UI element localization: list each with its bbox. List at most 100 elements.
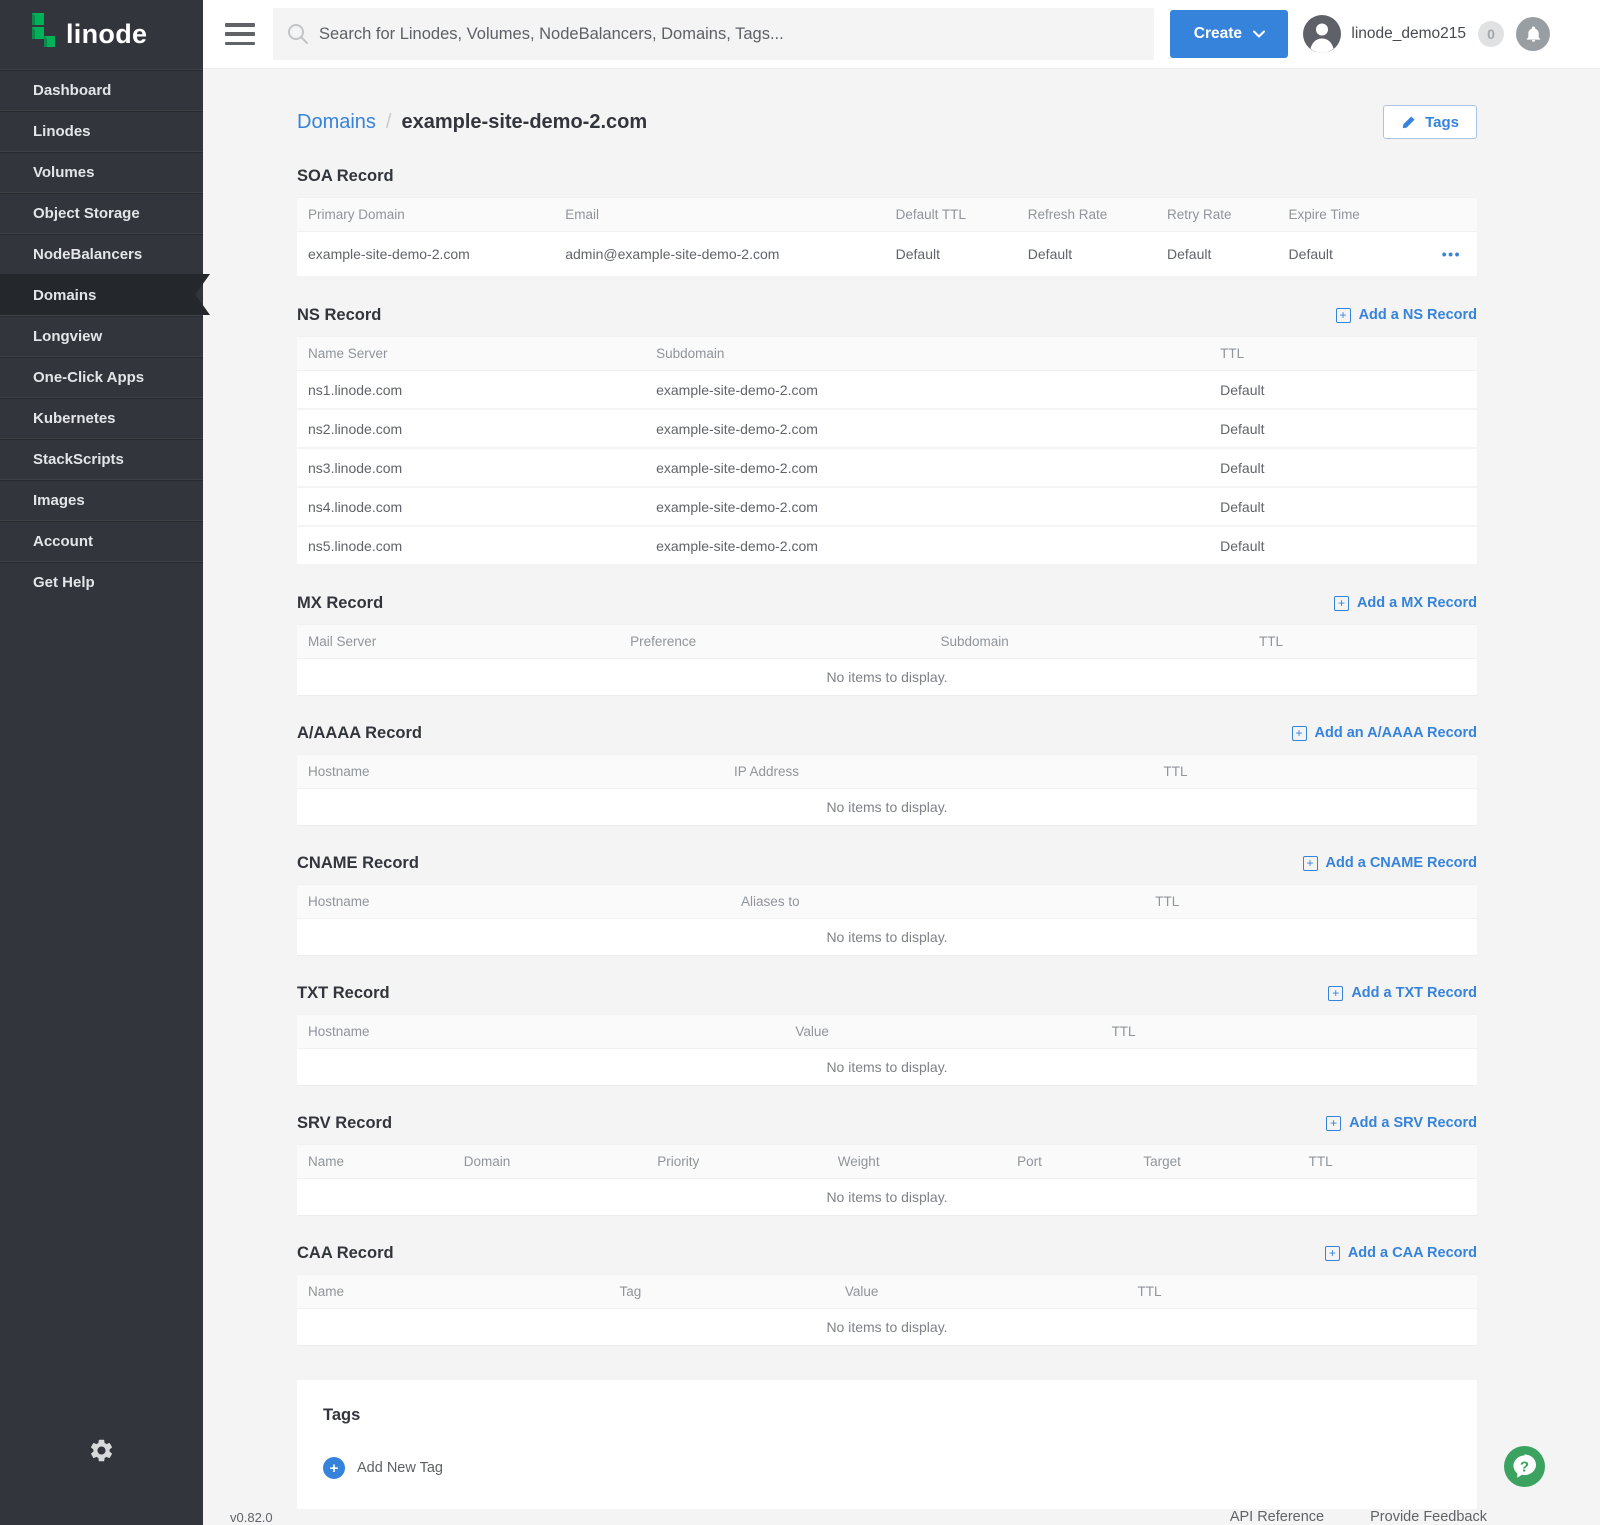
add-txt-record-link[interactable]: + Add a TXT Record [1328,985,1477,1001]
tags-button-label: Tags [1425,113,1459,131]
sidebar-item-label: Account [33,532,93,550]
sidebar-item-longview[interactable]: Longview [0,315,203,356]
sidebar-item-stackscripts[interactable]: StackScripts [0,438,203,479]
page-header: Domains / example-site-demo-2.com Tags [297,103,1477,141]
section-title: A/AAAA Record [297,723,422,742]
search-icon [286,22,310,46]
column-header: Tag [619,1284,642,1299]
plus-box-icon: + [1333,595,1349,611]
sidebar-item-domains[interactable]: Domains [0,274,203,315]
column-header: Refresh Rate [1027,207,1108,222]
column-header: Aliases to [741,894,800,909]
cname-record-section: CNAME Record + Add a CNAME Record Hostna… [297,852,1477,956]
notifications-button[interactable] [1516,17,1550,51]
sidebar-item-one-click-apps[interactable]: One-Click Apps [0,356,203,397]
add-link-label: Add a NS Record [1358,307,1477,323]
pencil-icon [1401,115,1416,130]
table-cell: example-site-demo-2.com [656,459,818,476]
add-new-tag-button[interactable]: + Add New Tag [323,1457,443,1479]
table-header-row: Primary Domain Email Default TTL Refresh… [297,197,1477,232]
column-header: Domain [463,1154,511,1169]
table-cell: ns5.linode.com [308,537,403,554]
plus-box-icon: + [1335,307,1351,323]
create-button[interactable]: Create [1170,10,1289,58]
tags-button[interactable]: Tags [1383,105,1477,139]
sidebar-item-linodes[interactable]: Linodes [0,110,203,151]
sidebar-item-volumes[interactable]: Volumes [0,151,203,192]
table-cell: admin@example-site-demo-2.com [565,246,780,262]
column-header: Email [565,207,599,222]
provide-feedback-link[interactable]: Provide Feedback [1370,1509,1487,1525]
breadcrumb-domains-link[interactable]: Domains [297,110,376,133]
column-header: Name [308,1154,345,1169]
column-header: Value [795,1024,829,1039]
chevron-down-icon [1253,30,1265,38]
plus-box-icon: + [1324,1245,1340,1261]
table-header-row: Name Tag Value TTL [297,1274,1477,1309]
linode-logo[interactable]: linode [0,0,203,69]
caa-record-section: CAA Record + Add a CAA Record Name Tag V… [297,1242,1477,1346]
notification-count-badge: 0 [1478,21,1504,47]
column-header: Primary Domain [308,207,405,222]
sidebar-item-dashboard[interactable]: Dashboard [0,69,203,110]
add-srv-record-link[interactable]: + Add a SRV Record [1326,1115,1477,1131]
add-link-label: Add a MX Record [1356,595,1477,611]
settings-gear-button[interactable] [87,1437,117,1467]
a-aaaa-table: Hostname IP Address TTL No items to disp… [297,754,1477,826]
sidebar-item-get-help[interactable]: Get Help [0,561,203,602]
hamburger-menu-button[interactable] [225,23,255,45]
search-input[interactable] [319,8,1155,60]
sidebar-item-object-storage[interactable]: Object Storage [0,192,203,233]
a-aaaa-record-section: A/AAAA Record + Add an A/AAAA Record Hos… [297,722,1477,826]
column-header: Mail Server [308,634,377,649]
table-cell: ns1.linode.com [308,381,403,398]
sidebar-item-nodebalancers[interactable]: NodeBalancers [0,233,203,274]
gear-icon [88,1439,115,1467]
column-header: Value [844,1284,879,1299]
user-avatar-button[interactable] [1303,15,1342,53]
add-cname-record-link[interactable]: + Add a CNAME Record [1302,855,1477,871]
empty-state-text: No items to display. [297,919,1477,956]
help-question-icon: ? [1504,1446,1545,1490]
sidebar-item-label: Kubernetes [33,409,116,427]
table-cell: Default [1288,246,1333,262]
username[interactable]: linode_demo215 [1351,25,1466,42]
cname-table: Hostname Aliases to TTL No items to disp… [297,884,1477,956]
section-title: CNAME Record [297,853,419,872]
add-a-aaaa-record-link[interactable]: + Add an A/AAAA Record [1291,725,1477,741]
help-button[interactable]: ? [1504,1446,1545,1487]
table-cell: Default [1220,498,1265,515]
add-link-label: Add an A/AAAA Record [1314,725,1477,741]
table-cell: ns2.linode.com [308,420,403,437]
breadcrumb-current-domain: example-site-demo-2.com [401,110,648,133]
column-header: IP Address [733,764,800,779]
table-header-row: Hostname Aliases to TTL [297,884,1477,919]
column-header: Priority [657,1154,700,1169]
column-header: Hostname [308,764,370,779]
table-row: ns5.linode.com example-site-demo-2.com D… [297,527,1477,566]
srv-record-section: SRV Record + Add a SRV Record Name Domai… [297,1112,1477,1216]
table-cell: Default [895,246,940,262]
add-mx-record-link[interactable]: + Add a MX Record [1333,595,1477,611]
table-row: example-site-demo-2.com admin@example-si… [297,232,1477,278]
plus-box-icon: + [1326,1115,1342,1131]
sidebar-item-account[interactable]: Account [0,520,203,561]
table-cell: Default [1220,420,1265,437]
sidebar-item-images[interactable]: Images [0,479,203,520]
row-actions-menu-button[interactable]: ••• [1442,246,1477,262]
column-header: Name [308,1284,345,1299]
topbar: Create linode_demo215 0 [203,0,1600,69]
table-cell: Default [1220,381,1265,398]
table-row: ns1.linode.com example-site-demo-2.com D… [297,371,1477,410]
bell-icon [1525,25,1542,43]
sidebar-item-label: Domains [33,286,97,304]
add-caa-record-link[interactable]: + Add a CAA Record [1324,1245,1477,1261]
sidebar-item-label: NodeBalancers [33,245,143,263]
ns-record-section: NS Record + Add a NS Record Name Server … [297,304,1477,566]
sidebar-item-kubernetes[interactable]: Kubernetes [0,397,203,438]
api-reference-link[interactable]: API Reference [1229,1509,1325,1525]
linode-logo-text: linode [66,19,148,49]
column-header: Weight [837,1154,880,1169]
add-ns-record-link[interactable]: + Add a NS Record [1335,307,1477,323]
mx-table: Mail Server Preference Subdomain TTL No … [297,624,1477,696]
